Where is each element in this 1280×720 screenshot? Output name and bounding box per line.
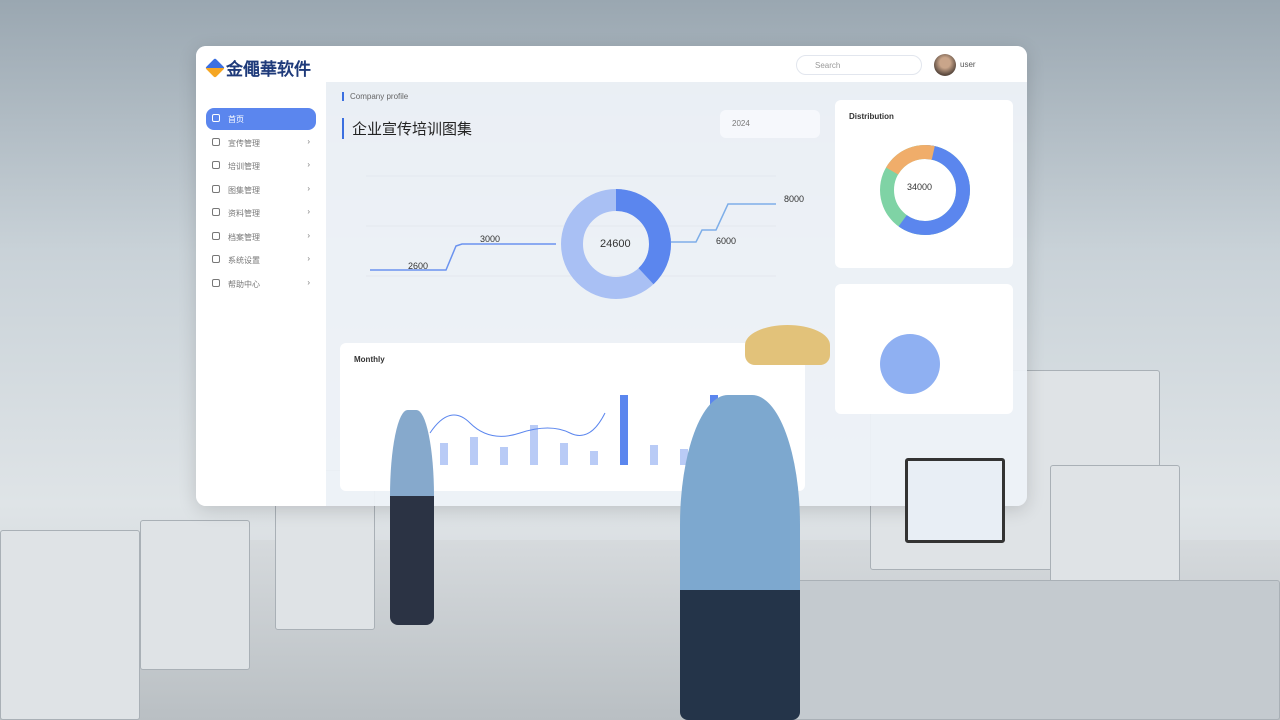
sidebar-item-label: 培训管理 <box>228 162 260 171</box>
menu-icon <box>212 114 220 122</box>
distribution-card: Distribution 34000 <box>835 100 1013 268</box>
bar <box>440 443 448 465</box>
donut-center-value: 24600 <box>600 238 631 250</box>
card-title: Distribution <box>849 112 894 121</box>
bar <box>500 447 508 465</box>
sidebar-item[interactable]: 宣传管理 › <box>206 132 316 154</box>
bar <box>560 443 568 465</box>
sidebar-item[interactable]: 培训管理 › <box>206 155 316 177</box>
sidebar-item-label: 档案管理 <box>228 232 260 242</box>
bar <box>530 425 538 465</box>
toolbar-filter[interactable]: 2024 <box>720 110 820 138</box>
menu-icon <box>212 137 220 146</box>
pie-slice <box>880 334 940 394</box>
card-title: Monthly <box>354 355 385 364</box>
bar <box>680 449 688 465</box>
dashboard-window: 金僶華软件 Search user 首页宣传管理 › 培训管理 › 图集管理 › 资料管理 ›… <box>196 46 1027 506</box>
hard-hat <box>745 325 830 365</box>
user-name[interactable]: user <box>960 60 976 69</box>
sidebar-item[interactable]: 资料管理 › <box>206 202 316 224</box>
data-label: 3000 <box>480 234 501 244</box>
sidebar-item-label: 系统设置 <box>228 256 260 265</box>
data-label: 8000 <box>784 194 805 204</box>
donut-center-value: 34000 <box>907 182 933 192</box>
distribution-donut <box>880 145 970 235</box>
chevron-right-icon: › <box>307 277 310 287</box>
data-label: 6000 <box>716 236 737 246</box>
center-chart <box>366 175 776 299</box>
menu-icon <box>212 184 220 193</box>
sidebar-item-label: 图集管理 <box>228 185 260 195</box>
logo-icon <box>205 57 225 78</box>
header: 金僶華软件 Search user <box>196 46 1027 82</box>
avatar[interactable] <box>934 54 956 76</box>
chevron-right-icon: › <box>307 136 310 146</box>
chevron-right-icon: › <box>307 230 310 240</box>
chevron-right-icon: › <box>307 207 310 216</box>
sidebar-item-label: 首页 <box>228 115 244 124</box>
sidebar-item[interactable]: 帮助中心 › <box>206 273 316 295</box>
sidebar-item-label: 宣传管理 <box>228 138 260 148</box>
trend-line <box>429 412 606 437</box>
page-title: 企业宣传培训图集 <box>342 118 472 139</box>
menu-icon <box>212 255 220 263</box>
bar <box>650 445 658 465</box>
series-line-left <box>370 243 556 271</box>
sidebar-item[interactable]: 档案管理 › <box>206 226 316 248</box>
breadcrumb: Company profile <box>342 92 408 101</box>
machine <box>140 520 250 670</box>
chevron-right-icon: › <box>307 160 310 169</box>
bar <box>470 437 478 465</box>
data-label: 2600 <box>408 261 429 271</box>
chevron-right-icon: › <box>307 183 310 193</box>
machine <box>0 530 140 720</box>
monitor <box>905 458 1005 543</box>
sidebar: 首页宣传管理 › 培训管理 › 图集管理 › 资料管理 › 档案管理 › 系统设置 › 帮助中心 › <box>196 82 326 506</box>
menu-icon <box>212 278 220 287</box>
bar <box>590 451 598 465</box>
sidebar-item[interactable]: 图集管理 › <box>206 179 316 201</box>
secondary-card <box>835 284 1013 414</box>
search-input[interactable]: Search <box>796 55 922 75</box>
logo[interactable]: 金僶華软件 <box>205 55 311 80</box>
worker-foreground <box>680 395 800 720</box>
worker-background <box>390 410 434 625</box>
logo-text: 金僶華软件 <box>226 60 311 79</box>
machine <box>1050 465 1180 595</box>
sidebar-item[interactable]: 首页 <box>206 108 316 130</box>
sidebar-item-label: 资料管理 <box>228 209 260 218</box>
sidebar-item[interactable]: 系统设置 › <box>206 249 316 271</box>
conveyor <box>790 580 1280 720</box>
menu-icon <box>212 231 220 240</box>
pie-chart <box>880 334 940 394</box>
menu-icon <box>212 208 220 216</box>
series-line-right <box>666 203 776 243</box>
sidebar-item-label: 帮助中心 <box>228 279 260 289</box>
donut-segment-main <box>561 189 671 299</box>
chevron-right-icon: › <box>307 254 310 263</box>
bar <box>620 395 628 465</box>
menu-icon <box>212 161 220 169</box>
donut-segment-orange <box>880 145 970 235</box>
